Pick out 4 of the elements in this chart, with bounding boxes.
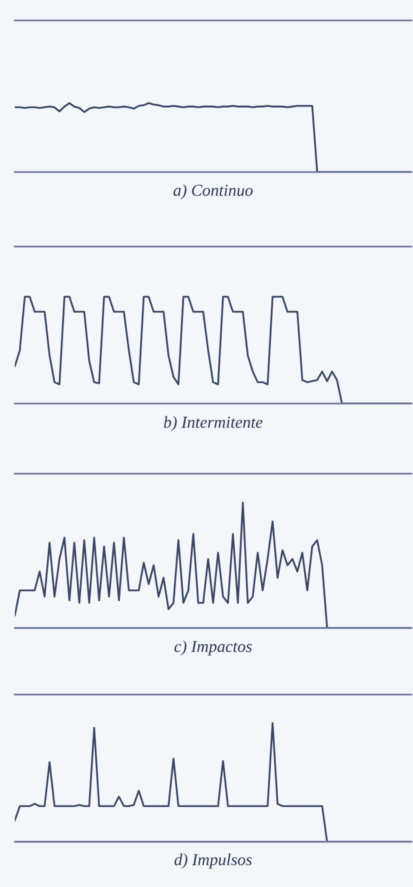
text: b) Intermitente (164, 416, 262, 432)
text: c) Impactos (174, 640, 252, 656)
text: d) Impulsos (174, 854, 252, 869)
text: a) Continuo (174, 184, 253, 200)
